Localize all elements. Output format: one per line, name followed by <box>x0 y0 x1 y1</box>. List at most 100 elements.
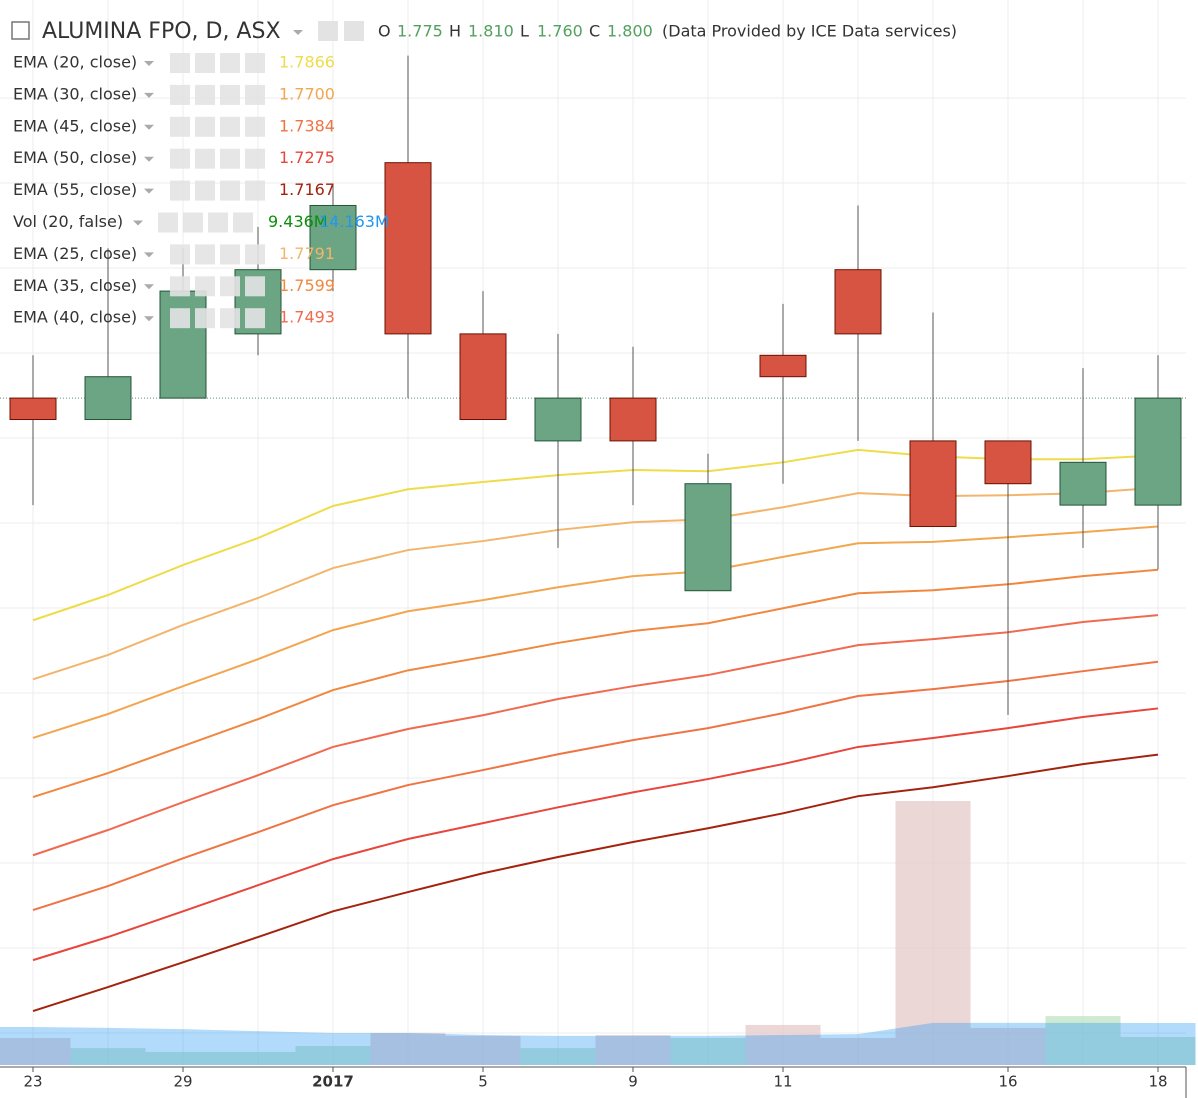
dropdown-arrow[interactable] <box>144 92 154 98</box>
icon-gear[interactable] <box>183 212 203 233</box>
candle-body <box>759 354 807 378</box>
ohlc-key: L <box>520 22 529 41</box>
icon-gear[interactable] <box>195 116 215 137</box>
candle-body <box>1134 397 1182 506</box>
legend-value: 1.7493 <box>279 308 335 327</box>
icon-eye[interactable] <box>170 148 190 169</box>
ema-lines <box>0 397 1186 1013</box>
icon-close[interactable] <box>233 212 253 233</box>
icon-plus[interactable] <box>208 212 228 233</box>
dropdown-arrow[interactable] <box>144 188 154 194</box>
icon-gear[interactable] <box>195 276 215 297</box>
legend-value: 1.7866 <box>279 53 335 72</box>
x-tick-label: 9 <box>628 1073 638 1091</box>
icon-plus[interactable] <box>220 53 240 73</box>
icon-eye[interactable] <box>170 116 190 137</box>
icon-gear[interactable] <box>195 244 215 265</box>
volume-bar <box>670 1038 746 1065</box>
legend-value: 1.7700 <box>279 84 335 103</box>
legend-value: 9.436M <box>268 212 328 231</box>
icon-eye[interactable] <box>170 180 190 201</box>
legend-label: EMA (25, close) <box>13 244 137 263</box>
volume-bar <box>1120 1037 1196 1065</box>
icon-gear[interactable] <box>195 180 215 201</box>
icon-eye[interactable] <box>170 84 190 105</box>
dropdown-arrow[interactable] <box>144 284 154 290</box>
icon-eye[interactable] <box>158 212 178 233</box>
icon-plus[interactable] <box>220 244 240 265</box>
x-tick-label: 5 <box>478 1073 488 1091</box>
dropdown-arrow[interactable] <box>144 124 154 130</box>
x-tick-label: 16 <box>998 1073 1017 1091</box>
candle-body <box>459 333 507 421</box>
legend-value: 1.7384 <box>279 116 335 135</box>
icon-eye[interactable] <box>170 276 190 297</box>
legend-label: EMA (40, close) <box>13 308 137 327</box>
icon-gear[interactable] <box>344 21 364 41</box>
candle-body <box>984 440 1032 485</box>
volume-bar <box>520 1048 596 1065</box>
dropdown-arrow[interactable] <box>133 220 143 226</box>
candle-body <box>384 162 432 335</box>
candle-body <box>84 376 132 421</box>
candle-body <box>159 290 207 399</box>
icon-close[interactable] <box>245 276 265 297</box>
ema-line <box>32 614 1159 857</box>
x-tick-label: 2017 <box>312 1073 354 1091</box>
icon-plus[interactable] <box>220 84 240 105</box>
icon-gear[interactable] <box>195 148 215 169</box>
icon-plus[interactable] <box>220 276 240 297</box>
candle-body <box>309 204 357 271</box>
legend-value: 1.7275 <box>279 148 335 167</box>
volume-bar <box>595 1035 671 1065</box>
icon-close[interactable] <box>245 53 265 73</box>
icon-plus[interactable] <box>220 308 240 329</box>
ohlc-key: O <box>378 22 391 41</box>
icon-gear[interactable] <box>195 53 215 73</box>
icon-close[interactable] <box>245 84 265 105</box>
legend-label: EMA (30, close) <box>13 84 137 103</box>
icon-eye[interactable] <box>170 53 190 73</box>
x-tick-label: 18 <box>1148 1073 1167 1091</box>
legend-label: Vol (20, false) <box>13 212 123 231</box>
symbol-icon[interactable] <box>11 21 30 40</box>
ema-line <box>32 486 1159 681</box>
icon-eye[interactable] <box>170 308 190 329</box>
icon-plus[interactable] <box>220 180 240 201</box>
volume-bar <box>295 1046 371 1065</box>
icon-close[interactable] <box>245 148 265 169</box>
icon-close[interactable] <box>245 308 265 329</box>
icon-gear[interactable] <box>195 308 215 329</box>
legend-label: EMA (50, close) <box>13 148 137 167</box>
icon-close[interactable] <box>245 244 265 265</box>
source: (Data Provided by ICE Data services) <box>662 22 957 41</box>
dropdown-arrow[interactable] <box>293 30 303 35</box>
candle-body <box>1059 461 1107 506</box>
legend: EMA (20, close) 1.7866 EMA (30, close) 1.77… <box>13 53 389 329</box>
icon-plus[interactable] <box>220 148 240 169</box>
icon-eye[interactable] <box>318 21 338 41</box>
icon-gear[interactable] <box>195 84 215 105</box>
dropdown-arrow[interactable] <box>144 156 154 162</box>
dropdown-arrow[interactable] <box>144 252 154 258</box>
volume-bar <box>70 1048 146 1065</box>
ema-line <box>32 753 1159 1013</box>
ohlc-value: 1.800 <box>607 22 653 41</box>
dropdown-arrow[interactable] <box>144 316 154 322</box>
candles <box>9 55 1182 715</box>
volume-bar <box>145 1051 221 1065</box>
volume-bar <box>1045 1016 1121 1065</box>
candle-body <box>909 440 957 528</box>
icon-close[interactable] <box>245 116 265 137</box>
icon-eye[interactable] <box>170 244 190 265</box>
ema-line <box>32 568 1159 798</box>
icon-plus[interactable] <box>220 116 240 137</box>
ohlc-key: C <box>589 22 600 41</box>
legend-label: EMA (45, close) <box>13 116 137 135</box>
icon-close[interactable] <box>245 180 265 201</box>
ohlc-value: 1.810 <box>468 22 514 41</box>
dropdown-arrow[interactable] <box>144 61 154 66</box>
ohlc-value: 1.760 <box>537 22 583 41</box>
volume-ma-area <box>0 1022 1196 1065</box>
volume-bar <box>895 801 971 1065</box>
